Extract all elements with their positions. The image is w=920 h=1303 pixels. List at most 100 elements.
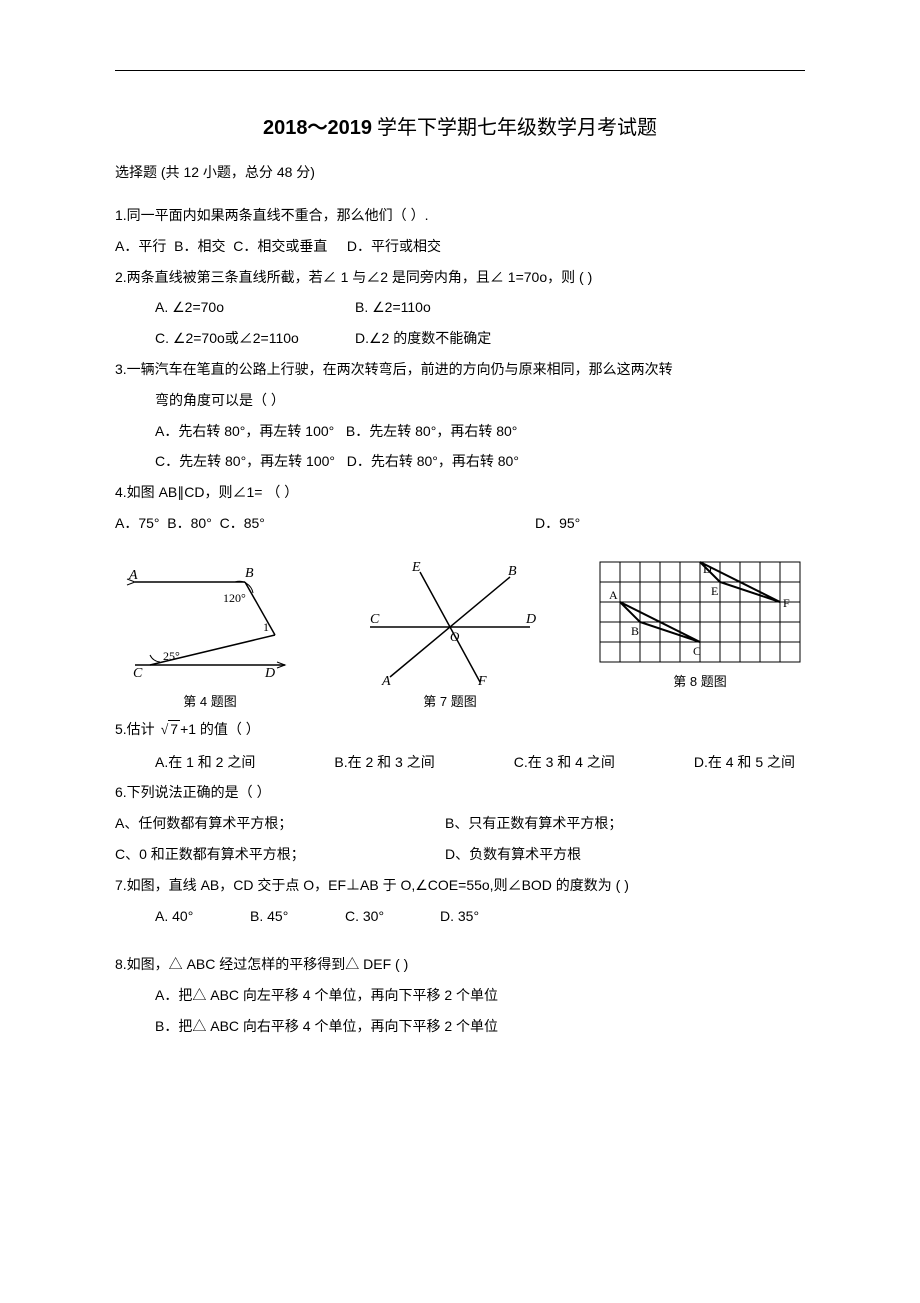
q5-sqrt-arg: 7 [168,720,180,737]
q5-opt-c: C.在 3 和 4 之间 [514,747,615,778]
figure-4: A B C D 120° 25° 1 第 4 题图 [115,557,305,710]
q4-opt-c: C．85° [220,515,265,531]
q2-opt-b: B. ∠2=110o [355,292,431,323]
exam-title: 2018～2019 学年下学期七年级数学月考试题 [115,111,805,140]
question-4: 4.如图 AB∥CD，则∠1= （ ） A．75° B．80° C．85° D．… [115,477,805,539]
q3-row2: C．先左转 80°，再左转 100° D．先右转 80°，再右转 80° [115,446,805,477]
fig4-C: C [133,666,143,681]
fig4-120: 120° [223,591,246,605]
figure-8-caption: 第 8 题图 [595,671,805,690]
subtitle-count: 12 [183,164,199,180]
q6-opt-b: B、只有正数有算术平方根； [445,808,622,839]
subtitle-score: 48 [277,164,293,180]
question-6: 6.下列说法正确的是（ ） A、任何数都有算术平方根； B、只有正数有算术平方根… [115,777,805,869]
q1-opt-a: A．平行 [115,238,166,254]
q7-opt-b: B. 45° [250,901,345,932]
question-8: 8.如图，△ ABC 经过怎样的平移得到△ DEF ( ) A．把△ ABC 向… [115,949,805,1041]
question-3: 3.一辆汽车在笔直的公路上行驶，在两次转弯后，前进的方向仍与原来相同，那么这两次… [115,354,805,477]
figure-8: A B C D E F 第 8 题图 [595,557,805,710]
spacer [115,931,805,949]
q3-stem-1: 3.一辆汽车在笔直的公路上行驶，在两次转弯后，前进的方向仍与原来相同，那么这两次… [115,354,805,385]
q6-opt-d: D、负数有算术平方根 [445,839,581,870]
section-header: 选择题 (共 12 小题，总分 48 分) [115,162,805,182]
q2-row2: C. ∠2=70o或∠2=110o D.∠2 的度数不能确定 [115,323,805,354]
q5-pre: 5.估计 [115,721,159,737]
figure-4-svg: A B C D 120° 25° 1 [115,557,305,687]
top-rule [115,70,805,71]
q4-opt-b: B．80° [167,515,212,531]
q2-stem: 2.两条直线被第三条直线所截，若∠ 1 与∠2 是同旁内角，且∠ 1=70o，则… [115,262,805,293]
title-rest: 学年下学期七年级数学月考试题 [372,117,657,139]
question-2: 2.两条直线被第三条直线所截，若∠ 1 与∠2 是同旁内角，且∠ 1=70o，则… [115,262,805,354]
q5-opt-b: B.在 2 和 3 之间 [334,747,434,778]
title-year: 2018～2019 [263,117,372,139]
question-7: 7.如图，直线 AB，CD 交于点 O，EF⊥AB 于 O,∠COE=55o,则… [115,870,805,932]
question-5: 5.估计 7+1 的值（ ） A.在 1 和 2 之间 B.在 2 和 3 之间… [115,714,805,778]
q3-row1: A．先右转 80°，再左转 100° B．先左转 80°，再右转 80° [115,416,805,447]
figure-4-caption: 第 4 题图 [115,691,305,710]
fig7-F: F [477,674,487,687]
q7-stem: 7.如图，直线 AB，CD 交于点 O，EF⊥AB 于 O,∠COE=55o,则… [115,870,805,901]
q1-opt-d: D．平行或相交 [347,238,441,254]
q5-stem: 5.估计 7+1 的值（ ） [115,714,805,747]
fig4-1: 1 [263,620,269,634]
subtitle-suffix: 分) [292,164,315,180]
question-1: 1.同一平面内如果两条直线不重合，那么他们（ ）. A．平行 B．相交 C．相交… [115,200,805,262]
subtitle-prefix: 选择题 (共 [115,164,183,180]
q1-stem: 1.同一平面内如果两条直线不重合，那么他们（ ）. [115,200,805,231]
q5-opt-a: A.在 1 和 2 之间 [155,747,255,778]
fig7-E: E [411,560,421,575]
fig8-F: F [783,596,790,610]
q5-options: A.在 1 和 2 之间 B.在 2 和 3 之间 C.在 3 和 4 之间 D… [115,747,805,778]
q2-opt-d: D.∠2 的度数不能确定 [355,323,491,354]
sqrt-icon: 7 [159,714,180,747]
q6-opt-a: A、任何数都有算术平方根； [115,808,445,839]
q6-row1: A、任何数都有算术平方根； B、只有正数有算术平方根； [115,808,805,839]
q4-options: A．75° B．80° C．85° D．95° [115,508,805,539]
q6-row2: C、0 和正数都有算术平方根； D、负数有算术平方根 [115,839,805,870]
fig4-B: B [245,566,254,581]
fig7-A: A [381,674,391,687]
fig8-C: C [693,644,701,658]
q2-row1: A. ∠2=70o B. ∠2=110o [115,292,805,323]
fig8-A: A [609,588,618,602]
fig8-E: E [711,584,718,598]
q5-post: +1 的值（ ） [180,721,260,737]
q3-opt-a: A．先右转 80°，再左转 100° [155,423,334,439]
q1-opt-c: C．相交或垂直 [233,238,327,254]
q4-opt-d: D．95° [535,508,580,539]
q8-opt-a: A．把△ ABC 向左平移 4 个单位，再向下平移 2 个单位 [115,980,805,1011]
figure-7-caption: 第 7 题图 [350,691,550,710]
q7-opt-d: D. 35° [440,901,535,932]
q4-opt-a: A．75° [115,515,160,531]
q6-stem: 6.下列说法正确的是（ ） [115,777,805,808]
q1-options: A．平行 B．相交 C．相交或垂直 D．平行或相交 [115,231,805,262]
q3-opt-b: B．先左转 80°，再右转 80° [346,423,517,439]
fig7-O: O [450,629,460,644]
q8-stem: 8.如图，△ ABC 经过怎样的平移得到△ DEF ( ) [115,949,805,980]
fig7-C: C [370,612,380,627]
q5-opt-d: D.在 4 和 5 之间 [694,747,795,778]
q7-options: A. 40° B. 45° C. 30° D. 35° [115,901,805,932]
q2-opt-c: C. ∠2=70o或∠2=110o [155,323,355,354]
fig8-B: B [631,624,639,638]
q1-opt-b: B．相交 [174,238,225,254]
figure-8-svg: A B C D E F [595,557,805,667]
exam-page: 2018～2019 学年下学期七年级数学月考试题 选择题 (共 12 小题，总分… [0,0,920,1303]
figure-7: C D E F B A O 第 7 题图 [350,557,550,710]
q7-opt-c: C. 30° [345,901,440,932]
q7-opt-a: A. 40° [155,901,250,932]
figures-row: A B C D 120° 25° 1 第 4 题图 C D E F B A [115,557,805,710]
q6-opt-c: C、0 和正数都有算术平方根； [115,839,445,870]
fig7-D: D [525,612,536,627]
q8-opt-b: B．把△ ABC 向右平移 4 个单位，再向下平移 2 个单位 [115,1011,805,1042]
fig4-25: 25° [163,649,180,663]
figure-7-svg: C D E F B A O [350,557,550,687]
q3-opt-c: C．先左转 80°，再左转 100° [155,453,335,469]
q4-stem: 4.如图 AB∥CD，则∠1= （ ） [115,477,805,508]
subtitle-mid: 小题，总分 [199,164,277,180]
fig4-A: A [128,568,138,583]
fig7-B: B [508,564,517,579]
q3-stem-2: 弯的角度可以是（ ） [115,385,805,416]
q2-opt-a: A. ∠2=70o [155,292,355,323]
